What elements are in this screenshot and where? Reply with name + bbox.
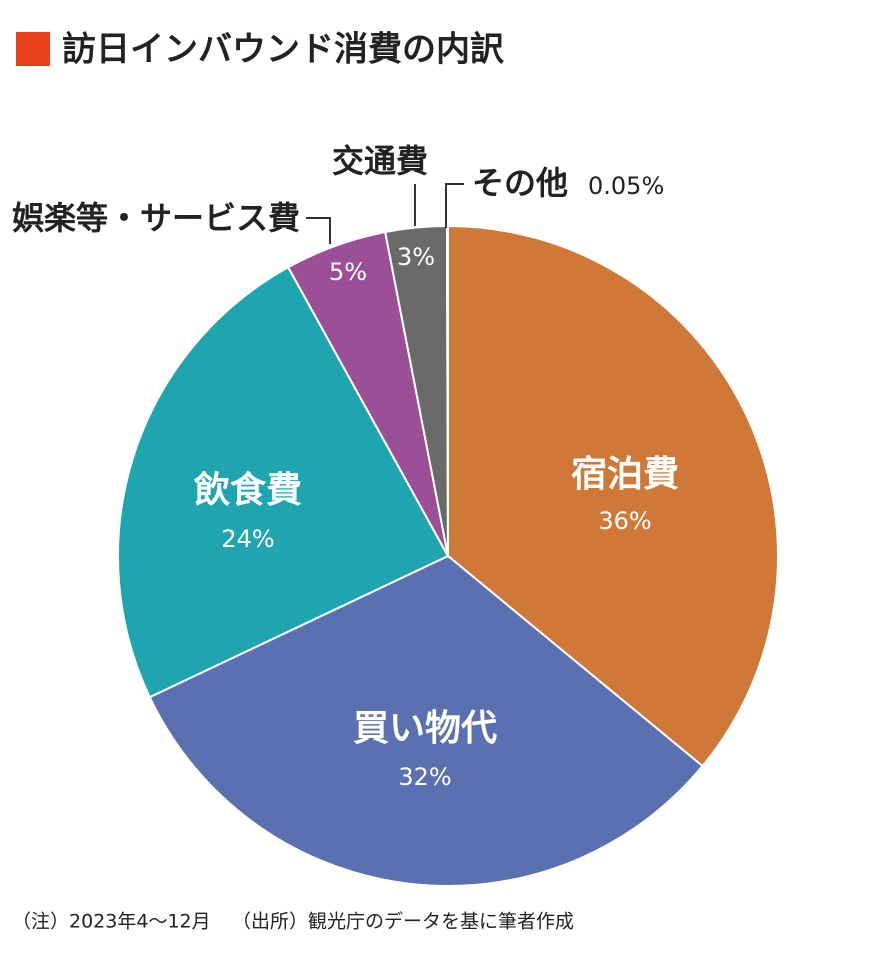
source: （出所）観光庁のデータを基に筆者作成 <box>232 911 574 933</box>
value-label: 3% <box>397 243 435 271</box>
pie-slice <box>447 224 779 768</box>
value-label: 24% <box>221 525 274 553</box>
leader-line <box>445 183 464 228</box>
value-label: 0.05% <box>588 172 664 200</box>
value-label: 36% <box>598 507 651 535</box>
leader-lines <box>306 183 464 244</box>
leader-line <box>306 217 331 244</box>
slice-label: 娯楽等・サービス費 <box>12 199 300 237</box>
slice-label: 交通費 <box>332 142 428 180</box>
note: （注）2023年4～12月 <box>12 911 211 933</box>
slice-label: その他 <box>472 164 568 202</box>
value-label: 5% <box>329 258 367 286</box>
chart-title: 訪日インバウンド消費の内訳 <box>62 30 505 70</box>
slice-label: 飲食費 <box>194 470 302 511</box>
pie-slice <box>117 265 450 699</box>
pie-slice <box>445 224 449 557</box>
slice-label: 買い物代 <box>353 708 497 749</box>
title-marker <box>16 32 50 66</box>
pie-slice <box>148 554 704 887</box>
slice-label: 宿泊費 <box>571 454 679 495</box>
value-label: 32% <box>398 763 451 791</box>
